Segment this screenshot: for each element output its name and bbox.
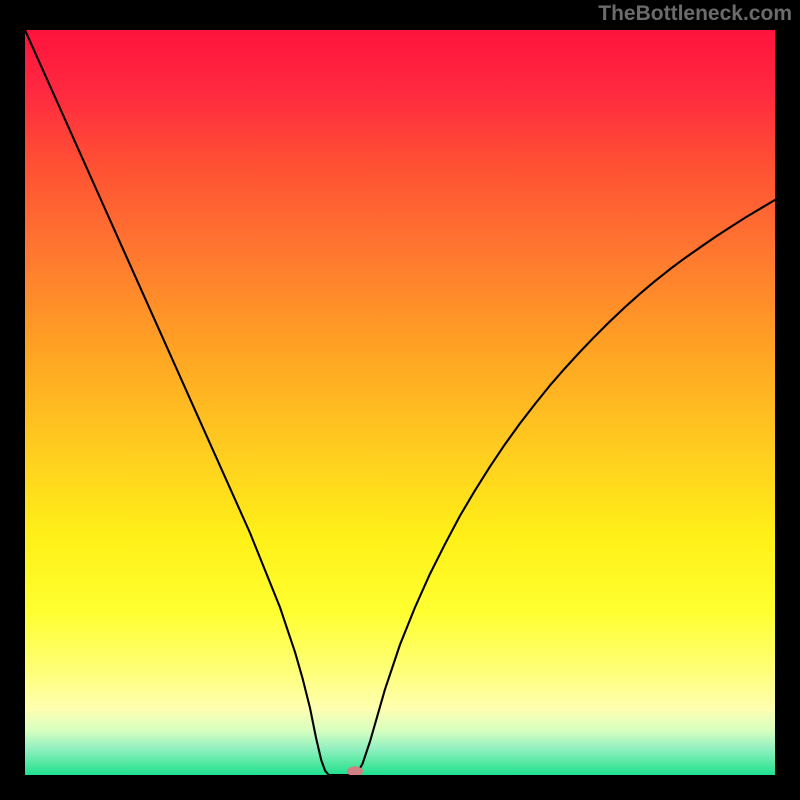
chart-container: TheBottleneck.com bbox=[0, 0, 800, 800]
plot-background bbox=[25, 30, 775, 775]
plot-area bbox=[25, 30, 775, 775]
watermark: TheBottleneck.com bbox=[598, 2, 792, 26]
chart-svg bbox=[25, 30, 775, 775]
